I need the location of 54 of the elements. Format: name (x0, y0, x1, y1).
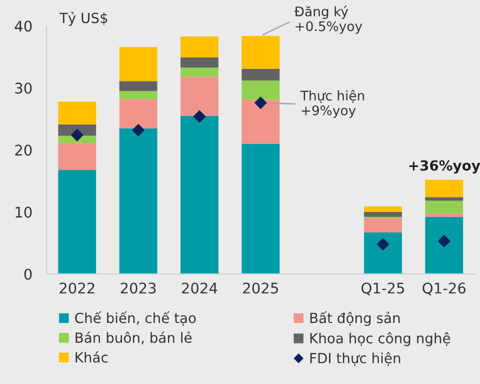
bar (425, 213, 464, 217)
bar (425, 180, 464, 198)
x-tick-label: Q1-25 (362, 282, 404, 296)
bar (58, 102, 96, 125)
bar (58, 143, 96, 170)
point (71, 128, 84, 142)
bar (119, 47, 158, 82)
bar (242, 100, 280, 144)
point (254, 96, 267, 109)
legend-label: Khoa học công nghệ (310, 332, 450, 346)
point (132, 124, 144, 136)
y-tick-label: 10 (16, 206, 32, 218)
legend-label: FDI thực hiện (310, 352, 400, 366)
bar (364, 218, 402, 232)
legend-label: Khác (76, 351, 108, 363)
x-tick-label: 2025 (243, 282, 278, 294)
bar (242, 68, 280, 80)
point (438, 235, 450, 248)
point (376, 238, 390, 250)
y-tick-label: 30 (15, 82, 32, 94)
bar (180, 36, 218, 58)
y-axis-title: Tỷ US$ (59, 12, 108, 26)
x-tick-label: 2024 (182, 282, 218, 294)
y-tick-label: 0 (24, 268, 32, 280)
x-tick-label: Q1-26 (422, 282, 466, 296)
bar (119, 128, 158, 274)
bar (119, 99, 158, 128)
bar (180, 76, 218, 116)
bar (180, 67, 218, 77)
point (193, 110, 206, 123)
bar (119, 81, 158, 92)
bar (364, 212, 402, 217)
bar (180, 116, 218, 274)
x-tick-label: 2023 (120, 282, 156, 294)
bar (425, 200, 464, 214)
bar (58, 170, 96, 274)
bar (425, 216, 464, 274)
bar (425, 197, 464, 201)
annotation: +36%yoy (409, 160, 480, 174)
bar (119, 91, 158, 100)
bar (180, 58, 218, 68)
bar (242, 144, 280, 274)
annotation: Thực hiện +9%yoy (300, 90, 364, 118)
bar (364, 206, 402, 212)
y-tick-label: 20 (15, 144, 32, 156)
bar (242, 80, 280, 100)
bar (242, 36, 280, 69)
annotation: Đăng ký +0.5%yoy (294, 6, 362, 34)
legend-label: Chế biến, chế tạo (75, 311, 196, 326)
legend-label: Bất động sản (310, 311, 400, 326)
y-tick-label: 40 (14, 20, 32, 32)
bar (364, 232, 402, 274)
x-tick-label: 2022 (60, 282, 94, 294)
legend-label: Bán buôn, bán lẻ (76, 331, 192, 344)
